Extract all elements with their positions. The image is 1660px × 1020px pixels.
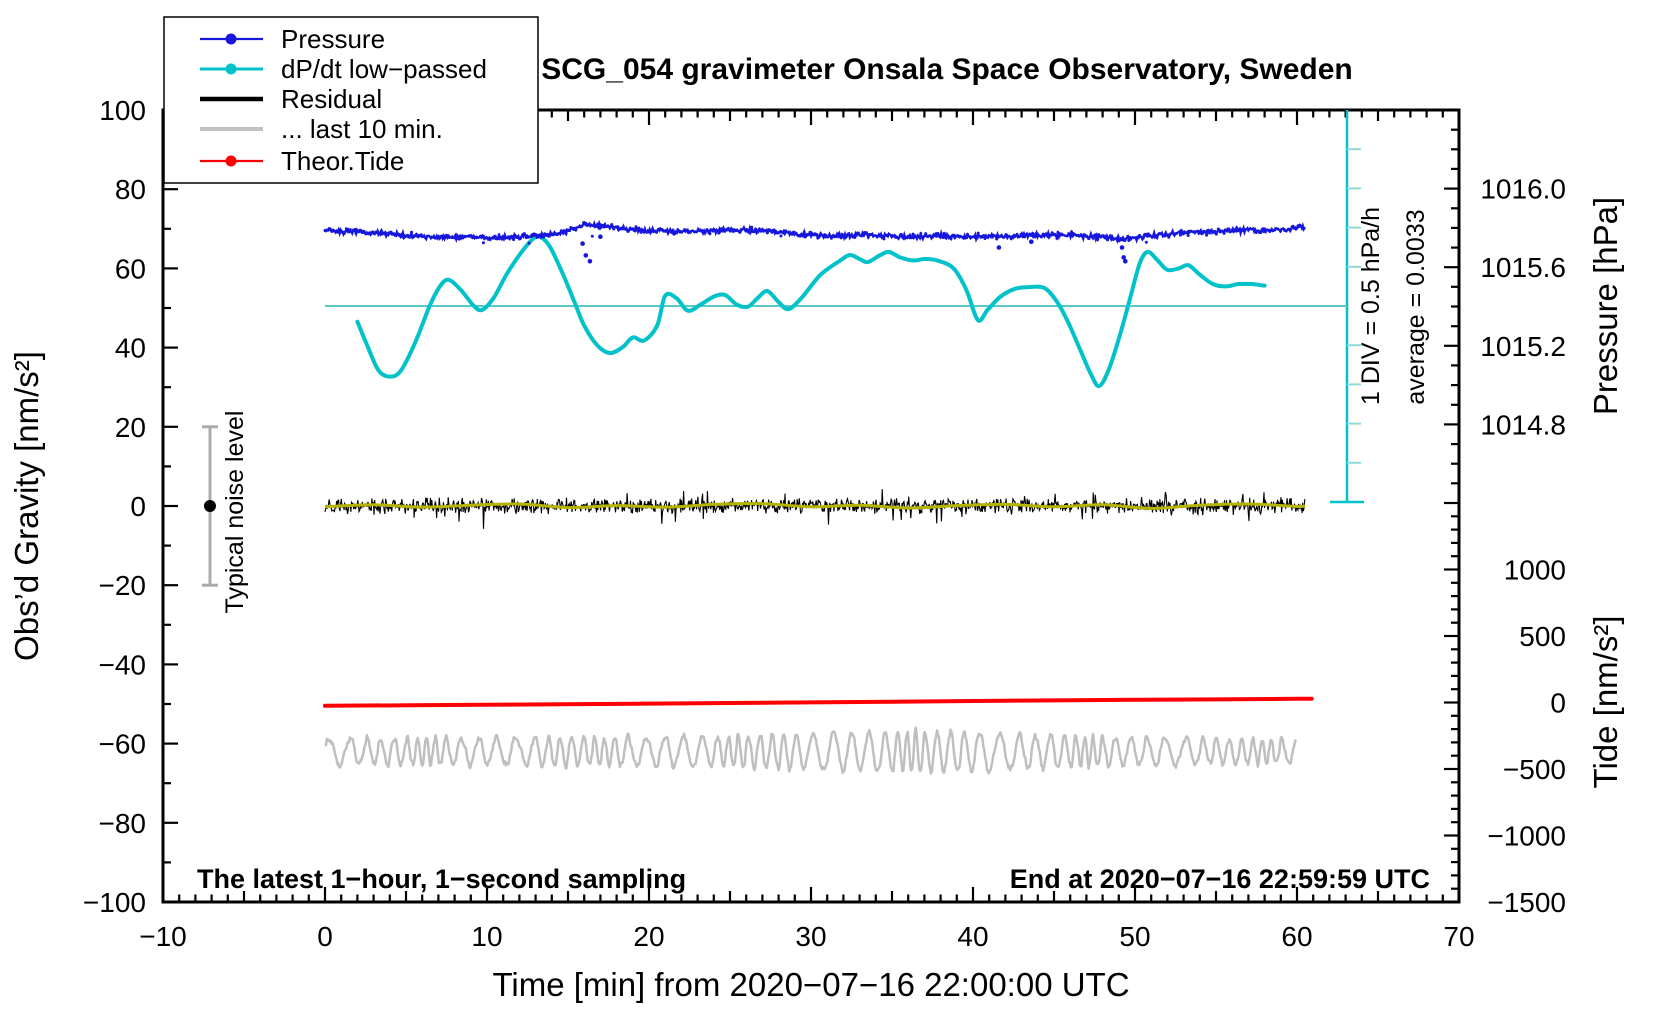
pressure-tick-label: 1014.8 bbox=[1480, 409, 1566, 440]
pressure-dot bbox=[527, 241, 531, 245]
pressure-axis-label: Pressure [hPa] bbox=[1587, 197, 1624, 415]
axis-tick-labels: −10 0 10 20 30 40 50 60 70100806040200−20−40−60−… bbox=[83, 95, 1566, 952]
gravity-tick-label: 20 bbox=[115, 412, 146, 443]
pressure-tick-label: 1015.2 bbox=[1480, 331, 1566, 362]
gravity-tick-label: −20 bbox=[99, 570, 147, 601]
dpdt-curve bbox=[355, 234, 1267, 389]
pressure-outlier-dot bbox=[1119, 245, 1125, 250]
legend-sample-dot-tide bbox=[225, 155, 237, 167]
noise-level-marker bbox=[202, 425, 218, 587]
pressure-tick-label: 1016.0 bbox=[1480, 174, 1566, 205]
legend-label-residual: Residual bbox=[281, 84, 382, 114]
div-scale-label: 1 DIV = 0.5 hPa/h bbox=[1357, 207, 1385, 405]
gravity-tick-label: 40 bbox=[115, 333, 146, 364]
pressure-outlier-dot bbox=[1029, 239, 1034, 244]
tide-tick-label: −1500 bbox=[1487, 887, 1566, 918]
data-curves bbox=[323, 219, 1347, 775]
residual-smoothed-curve bbox=[324, 501, 1306, 510]
noise-level-label: Typical noise level bbox=[221, 411, 249, 614]
pressure-outlier-dot bbox=[1123, 259, 1128, 264]
gravity-tick-label: 60 bbox=[115, 253, 146, 284]
pressure-outlier-dot bbox=[996, 245, 1002, 250]
tide-tick-label: −1000 bbox=[1487, 821, 1566, 852]
pressure-dot bbox=[481, 241, 485, 245]
gravity-tick-label: −100 bbox=[83, 887, 146, 918]
pressure-dot bbox=[779, 234, 783, 238]
pressure-outlier-dot bbox=[598, 234, 603, 239]
pressure-outlier-dot bbox=[583, 253, 589, 258]
last-10-min-curve bbox=[324, 726, 1298, 775]
plot-frame bbox=[161, 108, 1461, 904]
gravity-tick-label: −40 bbox=[99, 649, 147, 680]
pressure-outlier-dot bbox=[1121, 255, 1126, 260]
legend: Pressure dP/dt low−passed Residual ... l… bbox=[163, 16, 539, 184]
legend-label-last10: ... last 10 min. bbox=[281, 114, 443, 144]
x-tick-label: 50 bbox=[1119, 921, 1150, 952]
legend-sample-dot-pressure bbox=[225, 33, 237, 45]
gravity-tick-label: −80 bbox=[99, 808, 147, 839]
x-tick-label: 20 bbox=[633, 921, 664, 952]
legend-sample-dot-dpdt bbox=[225, 63, 237, 75]
x-tick-label: −10 bbox=[139, 921, 187, 952]
pressure-outlier-dot bbox=[580, 241, 585, 246]
legend-label-dpdt: dP/dt low−passed bbox=[281, 54, 487, 84]
theor-tide-curve bbox=[323, 696, 1314, 708]
gravity-axis-label: Obs’d Gravity [nm/s²] bbox=[8, 351, 45, 661]
pressure-dot bbox=[590, 234, 594, 238]
pressure-tick-label: 1015.6 bbox=[1480, 252, 1566, 283]
legend-label-pressure: Pressure bbox=[281, 24, 385, 54]
tide-axis-label: Tide [nm/s²] bbox=[1587, 616, 1624, 789]
chart-title: SCG_054 gravimeter Onsala Space Observat… bbox=[541, 53, 1353, 86]
time-axis-label: Time [min] from 2020−07−16 22:00:00 UTC bbox=[492, 966, 1129, 1003]
x-tick-label: 30 bbox=[795, 921, 826, 952]
x-tick-label: 0 bbox=[317, 921, 333, 952]
annotation-end-time: End at 2020−07−16 22:59:59 UTC bbox=[1010, 864, 1430, 894]
tide-tick-label: 1000 bbox=[1504, 555, 1566, 586]
average-label: average = 0.0033 bbox=[1402, 209, 1430, 404]
gravity-tick-label: 80 bbox=[115, 174, 146, 205]
x-tick-label: 60 bbox=[1281, 921, 1312, 952]
legend-label-tide: Theor.Tide bbox=[281, 146, 404, 176]
x-tick-label: 10 bbox=[471, 921, 502, 952]
tide-tick-label: 500 bbox=[1519, 621, 1566, 652]
pressure-outlier-dot bbox=[587, 259, 593, 264]
annotation-sampling: The latest 1−hour, 1−second sampling bbox=[197, 864, 686, 894]
x-tick-label: 40 bbox=[957, 921, 988, 952]
x-tick-label: 70 bbox=[1443, 921, 1474, 952]
gravity-tick-label: 100 bbox=[99, 95, 146, 126]
tide-tick-label: −500 bbox=[1503, 754, 1566, 785]
pressure-dot bbox=[1144, 240, 1148, 244]
pressure-curve bbox=[324, 219, 1306, 245]
gravity-tick-label: −60 bbox=[99, 729, 147, 760]
gravity-tick-label: 0 bbox=[130, 491, 146, 522]
noise-dot bbox=[203, 500, 216, 512]
tide-tick-label: 0 bbox=[1550, 688, 1566, 719]
